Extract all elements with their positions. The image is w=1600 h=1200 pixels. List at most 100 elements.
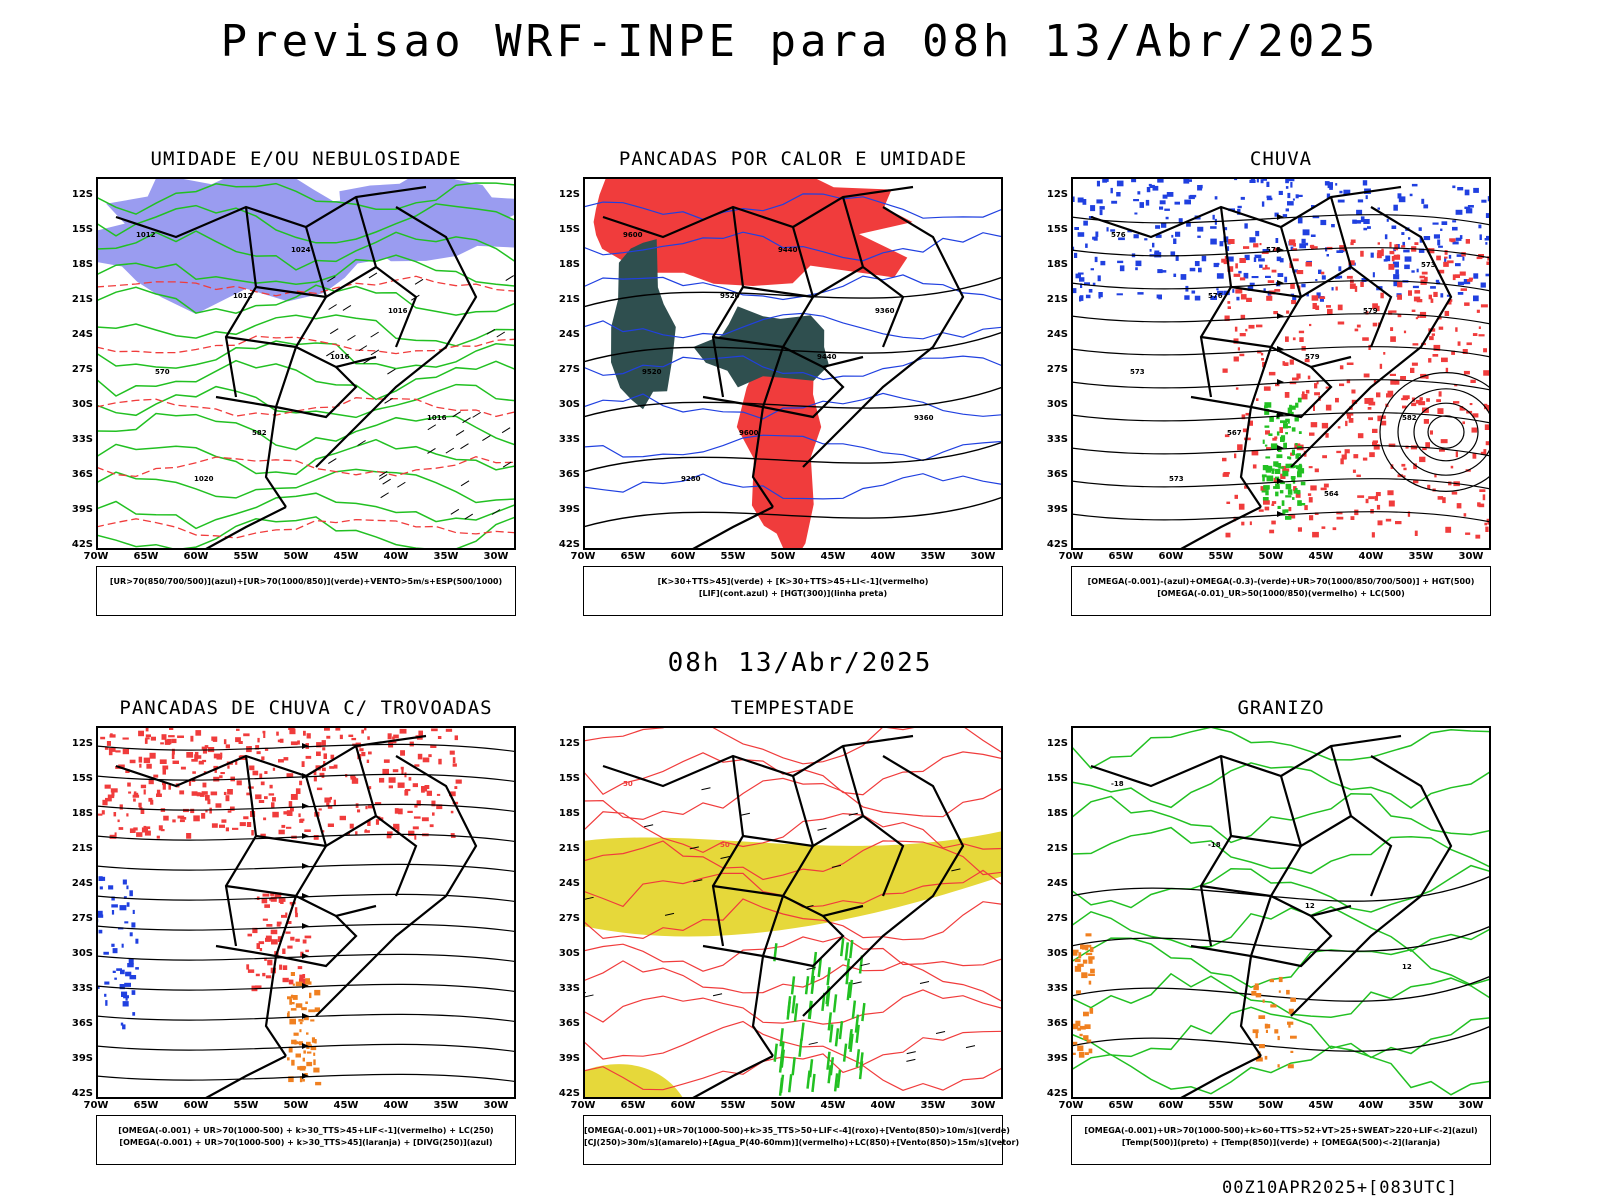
strong-omega-area (1298, 463, 1302, 467)
thunderstorm-area (128, 791, 132, 794)
latitude-tick-label: 36S (558, 469, 580, 480)
thunderstorm-area (355, 803, 359, 808)
strong-omega-area (1261, 474, 1267, 478)
omega-500-area (1290, 1050, 1294, 1053)
omega-500-area (1088, 956, 1095, 960)
latitude-tick-label: 15S (71, 224, 93, 235)
thunderstorm-area (450, 833, 455, 836)
thunderstorm-area (264, 904, 270, 908)
longitude-tick-label: 45W (1308, 551, 1334, 562)
latitude-tick-label: 15S (71, 773, 93, 784)
legend-line: [OMEGA(-0.001)+UR>70(1000-500)+k>60+TTS>… (1084, 1126, 1478, 1135)
shower-area (309, 1044, 312, 1048)
thunderstorm-area (150, 736, 156, 741)
thunderstorm-area (301, 761, 305, 767)
omega-area (1326, 193, 1331, 199)
rain-area (1233, 273, 1241, 277)
rain-area (1422, 447, 1427, 451)
thunderstorm-area (327, 806, 333, 809)
rain-area (1224, 434, 1230, 438)
low-level-jet-vector (787, 1074, 793, 1093)
wind-vector (327, 276, 336, 282)
thunderstorm-area (422, 757, 430, 763)
omega-area (1485, 242, 1488, 245)
latitude-tick-label: 12S (71, 738, 93, 749)
divergence-area (121, 943, 124, 948)
rain-area (1486, 261, 1491, 265)
legend-line: [UR>70(850/700/500)](azul)+[UR>70(1000/8… (109, 577, 503, 586)
thunderstorm-area (333, 764, 338, 769)
rain-area (1362, 457, 1368, 461)
thunderstorm-area (272, 767, 276, 771)
low-level-jet-vector (848, 979, 853, 999)
low-level-jet-vector (827, 1012, 833, 1031)
thunderstorm-area (158, 825, 163, 831)
thunderstorm-area (259, 773, 263, 779)
omega-area (1152, 185, 1159, 191)
omega-area (1459, 235, 1463, 239)
wind-vector (460, 443, 469, 450)
thunderstorm-area (265, 975, 272, 979)
rain-area (1428, 294, 1432, 300)
country-border (255, 266, 377, 299)
omega-area (1173, 238, 1177, 244)
country-border (1230, 266, 1352, 299)
thunderstorm-area (239, 822, 246, 827)
thunderstorm-area (333, 799, 336, 806)
lifted-index-contour (583, 274, 1003, 301)
shower-area (295, 1053, 301, 1058)
omega-area (1299, 243, 1306, 249)
thunderstorm-area (392, 740, 397, 744)
rain-area (1472, 453, 1477, 459)
thunderstorm-area (304, 829, 311, 832)
omega-area (1266, 195, 1272, 198)
omega-area (1441, 221, 1448, 225)
rain-area (1351, 389, 1356, 394)
rain-area (1479, 489, 1486, 492)
latitude-tick-label: 36S (1046, 469, 1068, 480)
humidity-low-contour (96, 284, 516, 316)
latitude-tick-label: 12S (1046, 738, 1068, 749)
divergence-area (98, 876, 103, 881)
latitude-tick-label: 24S (558, 329, 580, 340)
low-level-jet-vector (851, 1000, 857, 1019)
shower-area (310, 1046, 317, 1051)
rain-area (1436, 255, 1441, 261)
rain-area (1225, 532, 1231, 538)
omega-500-area (1072, 1052, 1076, 1055)
rain-area (1483, 370, 1490, 376)
latitude-tick-label: 27S (558, 913, 580, 924)
thunderstorm-area (177, 815, 185, 819)
omega-500-area (1278, 976, 1283, 983)
thunderstorm-area (118, 827, 124, 830)
thunderstorm-area (322, 747, 326, 751)
thunderstorm-area (297, 966, 303, 970)
thunderstorm-area (357, 809, 361, 813)
low-level-jet-vector (800, 1022, 805, 1041)
rain-area (1309, 432, 1315, 436)
longitude-tick-label: 40W (383, 551, 409, 562)
strong-omega-area (1295, 465, 1303, 469)
omega-area (1478, 224, 1482, 229)
omega-area (1079, 295, 1084, 301)
rain-area (1263, 386, 1271, 391)
strong-omega-area (1292, 466, 1296, 468)
map-border (1071, 726, 1491, 1099)
rain-area (1261, 358, 1264, 361)
omega-area (1200, 184, 1203, 189)
strong-omega-area (1265, 456, 1271, 459)
rain-area (1350, 516, 1355, 520)
thunderstorm-area (219, 824, 225, 828)
rain-area (1397, 474, 1404, 478)
country-border (205, 1055, 287, 1099)
wind-vector (584, 896, 594, 900)
precipitable-water-contour (583, 989, 1003, 1025)
rain-area (1470, 379, 1476, 383)
rain-area (1265, 430, 1270, 435)
thunderstorm-area (260, 781, 265, 786)
divergence-area (127, 963, 134, 968)
rain-area (1289, 359, 1294, 365)
rain-area (1321, 526, 1326, 529)
